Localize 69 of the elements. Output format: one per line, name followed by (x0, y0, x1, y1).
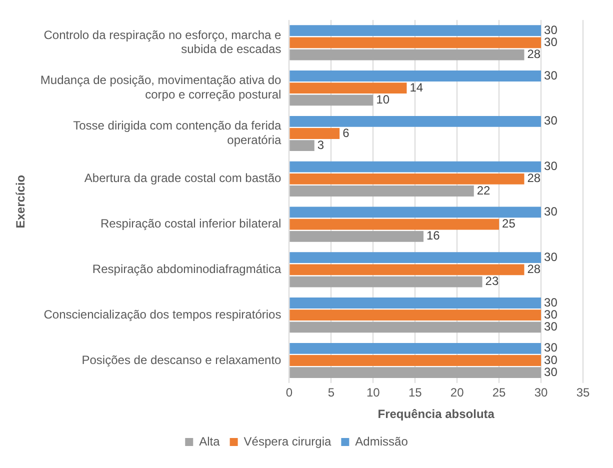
bar (290, 230, 424, 242)
data-label: 30 (544, 364, 558, 379)
data-label: 30 (544, 352, 558, 367)
data-label: 30 (544, 159, 558, 174)
data-label: 30 (544, 307, 558, 322)
x-tick-label: 35 (576, 386, 590, 400)
data-label: 14 (410, 80, 424, 94)
x-tick-label: 15 (408, 386, 422, 400)
bar (290, 218, 500, 230)
data-label: 30 (544, 68, 558, 82)
bar (290, 298, 542, 308)
bar (290, 206, 542, 218)
data-label: 28 (527, 47, 541, 62)
y-tick-label: Respiração costal inferior bilateral (100, 216, 282, 231)
bar (290, 94, 374, 106)
bar (290, 49, 524, 60)
data-label: 30 (544, 204, 558, 219)
bar (290, 322, 542, 333)
bar (290, 252, 542, 264)
bar (290, 186, 474, 196)
data-label: 28 (527, 262, 541, 276)
x-tick-label: 30 (534, 386, 548, 400)
legend-label: Admissão (355, 434, 408, 448)
x-tick-label: 20 (450, 386, 464, 400)
bar (290, 264, 524, 276)
bar (290, 161, 542, 172)
bar (290, 367, 542, 378)
y-tick-label: Posições de descanso e relaxamento (82, 352, 282, 367)
data-label: 30 (544, 114, 558, 128)
x-tick-label: 5 (328, 386, 335, 400)
y-tick-label: Respiração abdominodiafragmática (92, 262, 282, 276)
bar (290, 70, 542, 82)
x-tick-label: 10 (366, 386, 380, 400)
bar (290, 25, 542, 36)
legend-label: Véspera cirurgia (244, 434, 332, 448)
y-tick-label: Consciencialização dos tempos respiratórios (44, 307, 282, 322)
bar (290, 276, 482, 288)
legend-label: Alta (199, 434, 220, 448)
y-tick-label: Controlo da respiração no esforço, marcha e subida de escadas (44, 28, 282, 56)
bar (290, 37, 542, 48)
bar (290, 128, 340, 139)
data-label: 30 (544, 295, 558, 310)
bar (290, 173, 524, 184)
x-tick-label: 25 (492, 386, 506, 400)
x-tick-label: 0 (286, 386, 293, 400)
y-tick-label: Tosse dirigida com contenção da ferida operatória (73, 118, 282, 148)
y-axis-title: Exercício (14, 174, 28, 228)
x-axis-title: Frequência absoluta (378, 407, 495, 422)
bar (290, 116, 542, 127)
data-label: 25 (502, 216, 516, 231)
data-label: 23 (485, 274, 499, 288)
data-label: 30 (544, 35, 558, 50)
bar (290, 310, 542, 321)
bar (290, 140, 314, 152)
y-tick-label: Abertura da grade costal com bastão (84, 171, 282, 186)
y-tick-label: Mudança de posição, movimentação ativa do corpo e correção postural (40, 73, 282, 102)
data-label: 30 (544, 320, 558, 334)
bar (290, 82, 407, 94)
data-label: 30 (544, 22, 558, 37)
data-label: 6 (342, 126, 350, 140)
data-label: 3 (317, 138, 324, 152)
bar (290, 342, 542, 354)
bar (290, 355, 542, 366)
data-label: 30 (544, 340, 558, 355)
data-label: 16 (426, 228, 440, 243)
data-label: 28 (527, 171, 541, 186)
data-label: 10 (376, 92, 390, 107)
data-label: 22 (476, 183, 491, 198)
data-label: 30 (544, 250, 558, 264)
